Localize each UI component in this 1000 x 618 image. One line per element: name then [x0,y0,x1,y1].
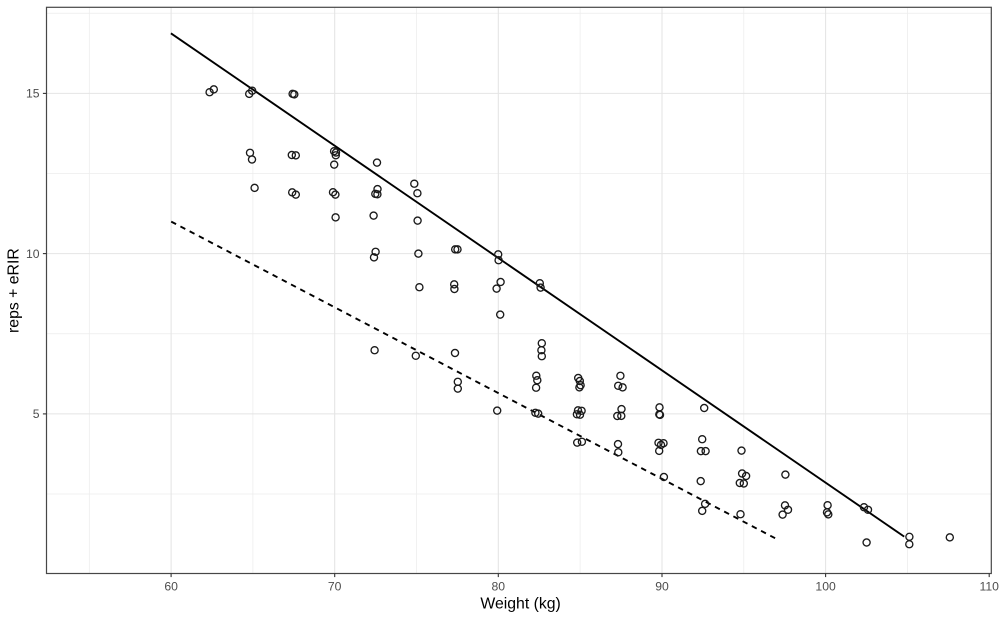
svg-text:60: 60 [164,579,178,593]
svg-text:5: 5 [33,407,40,421]
svg-text:10: 10 [26,247,40,261]
svg-text:70: 70 [328,579,342,593]
svg-text:100: 100 [815,579,836,593]
svg-text:15: 15 [26,87,40,101]
svg-text:reps + eRIR: reps + eRIR [6,248,23,333]
svg-text:110: 110 [979,579,999,593]
svg-text:90: 90 [655,579,669,593]
svg-text:Weight (kg): Weight (kg) [480,596,560,613]
svg-text:80: 80 [492,579,506,593]
